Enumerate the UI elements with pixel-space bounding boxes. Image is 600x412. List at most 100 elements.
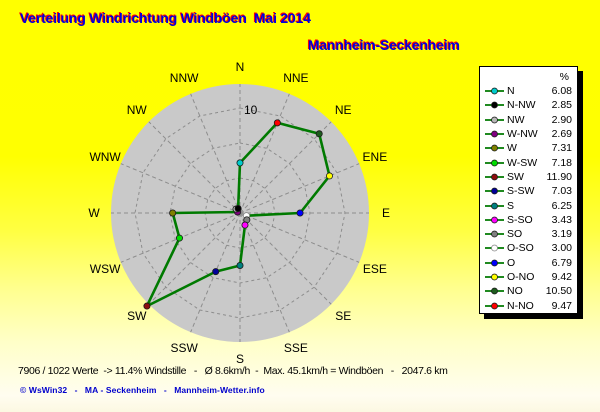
data-point-SW bbox=[143, 302, 151, 310]
data-point-NNE bbox=[273, 119, 281, 127]
legend-row: NO 10.50 bbox=[480, 284, 577, 298]
legend-value: 7.31 bbox=[551, 142, 572, 155]
legend-marker-dot bbox=[491, 302, 498, 309]
data-point-NNW bbox=[234, 204, 242, 212]
legend-marker-icon bbox=[485, 259, 504, 267]
legend-row: N-NW 2.85 bbox=[480, 98, 577, 112]
legend-marker-icon bbox=[485, 287, 504, 295]
page-title: Verteilung Windrichtung Windböen Mai 201… bbox=[20, 10, 311, 26]
legend-marker-icon bbox=[485, 202, 504, 209]
grid-spoke-ENE bbox=[239, 163, 360, 214]
legend-direction-label: O-NO bbox=[507, 271, 535, 283]
grid-spoke-NNW bbox=[190, 93, 241, 214]
legend-row: W-SW 7.18 bbox=[480, 155, 577, 169]
legend-row: N 6.08 bbox=[480, 84, 577, 98]
legend-row: O-SO 3.00 bbox=[480, 241, 577, 255]
legend-value: 11.90 bbox=[546, 170, 573, 183]
grid-spoke-SE bbox=[239, 212, 332, 305]
legend-value: 3.19 bbox=[551, 228, 572, 241]
direction-label-wsw: WSW bbox=[90, 262, 121, 276]
legend-marker-dot bbox=[491, 287, 498, 295]
legend-marker-dot bbox=[491, 216, 498, 224]
legend-row: W 7.31 bbox=[480, 141, 577, 155]
legend-value: 9.47 bbox=[551, 299, 572, 312]
legend-direction-label: SO bbox=[507, 228, 523, 241]
legend-direction-label: SW bbox=[507, 170, 524, 183]
legend-marker-dot bbox=[491, 202, 498, 209]
legend-marker-icon bbox=[485, 116, 504, 124]
legend-marker-icon bbox=[485, 159, 504, 167]
legend-marker-dot bbox=[491, 259, 498, 267]
legend-marker-icon bbox=[485, 187, 504, 195]
legend-row: N-NO 9.47 bbox=[480, 298, 577, 312]
legend-value: 9.42 bbox=[551, 271, 572, 283]
legend-marker-icon bbox=[485, 130, 504, 138]
legend-row: S 6.25 bbox=[480, 198, 577, 212]
legend-direction-label: O-SO bbox=[507, 242, 534, 255]
legend-rows: N 6.08 N-NW 2.85 NW 2.90 W-NW 2.69 W 7.31 W-SW 7.18… bbox=[480, 84, 577, 313]
legend-unit-header: % bbox=[559, 71, 569, 83]
legend-row: SW 11.90 bbox=[480, 170, 577, 184]
legend-direction-label: W-SW bbox=[507, 156, 538, 169]
legend-direction-label: S-SW bbox=[507, 185, 535, 198]
legend-value: 6.08 bbox=[551, 85, 572, 98]
legend-marker-dot bbox=[491, 144, 498, 152]
direction-label-ene: ENE bbox=[363, 150, 388, 164]
data-point-SSE bbox=[241, 221, 249, 229]
legend-row: S-SW 7.03 bbox=[480, 184, 577, 198]
grid-spoke-SSE bbox=[239, 212, 290, 333]
legend-value: 6.25 bbox=[551, 199, 572, 212]
grid-spoke-NNE bbox=[239, 93, 290, 214]
legend-row: NW 2.90 bbox=[480, 113, 577, 127]
data-point-E bbox=[296, 209, 304, 217]
legend-direction-label: NO bbox=[507, 285, 523, 298]
legend-direction-label: N bbox=[507, 85, 515, 98]
legend-direction-label: S bbox=[507, 199, 515, 212]
station-name: Mannheim-Seckenheim bbox=[308, 37, 460, 53]
legend-value: 7.18 bbox=[551, 156, 572, 169]
legend-marker-dot bbox=[491, 230, 498, 238]
legend-marker-dot bbox=[491, 159, 498, 167]
data-point-SSW bbox=[212, 268, 220, 276]
legend-marker-icon bbox=[485, 245, 504, 252]
legend-marker-icon bbox=[485, 144, 504, 152]
grid-ring-10 bbox=[134, 107, 346, 319]
direction-label-ssw: SSW bbox=[170, 341, 198, 355]
legend-row: SO 3.19 bbox=[480, 227, 577, 241]
direction-label-s: S bbox=[236, 352, 244, 366]
grid-spoke-NE bbox=[239, 121, 332, 214]
legend-marker-dot bbox=[491, 187, 498, 195]
legend-value: 2.85 bbox=[551, 99, 572, 112]
legend-row: O 6.79 bbox=[480, 256, 577, 270]
credit-line: © WsWin32 - MA - Seckenheim - Mannheim-W… bbox=[20, 385, 265, 395]
legend-marker-icon bbox=[485, 102, 504, 109]
direction-label-se: SE bbox=[335, 309, 351, 323]
legend-marker-dot bbox=[491, 273, 498, 281]
legend-marker-dot bbox=[491, 245, 498, 252]
legend-row: W-NW 2.69 bbox=[480, 127, 577, 141]
legend-direction-label: O bbox=[507, 256, 516, 269]
legend-value: 6.79 bbox=[551, 256, 572, 269]
data-point-W bbox=[169, 209, 177, 217]
direction-label-sse: SSE bbox=[284, 341, 308, 355]
legend-marker-icon bbox=[485, 302, 504, 309]
stats-line: 7906 / 1022 Werte -> 11.4% Windstille - … bbox=[18, 365, 448, 377]
legend-row: O-NO 9.42 bbox=[480, 270, 577, 284]
direction-label-wnw: WNW bbox=[89, 150, 121, 164]
legend-direction-label: W bbox=[507, 142, 517, 155]
legend-value: 10.50 bbox=[545, 285, 572, 298]
legend-value: 2.69 bbox=[551, 128, 572, 141]
legend-value: 2.90 bbox=[551, 113, 572, 126]
legend-marker-dot bbox=[491, 130, 498, 138]
data-point-N bbox=[236, 159, 244, 167]
legend-direction-label: NW bbox=[507, 113, 525, 126]
direction-label-ese: ESE bbox=[363, 262, 387, 276]
legend-marker-dot bbox=[491, 173, 498, 181]
direction-label-e: E bbox=[382, 206, 390, 220]
direction-label-nne: NNE bbox=[283, 71, 308, 85]
data-point-WSW bbox=[175, 234, 183, 242]
legend-panel: % N 6.08 N-NW 2.85 NW 2.90 W-NW 2.69 W 7.31 W-SW 7.… bbox=[479, 66, 578, 314]
legend-marker-dot bbox=[491, 102, 498, 109]
